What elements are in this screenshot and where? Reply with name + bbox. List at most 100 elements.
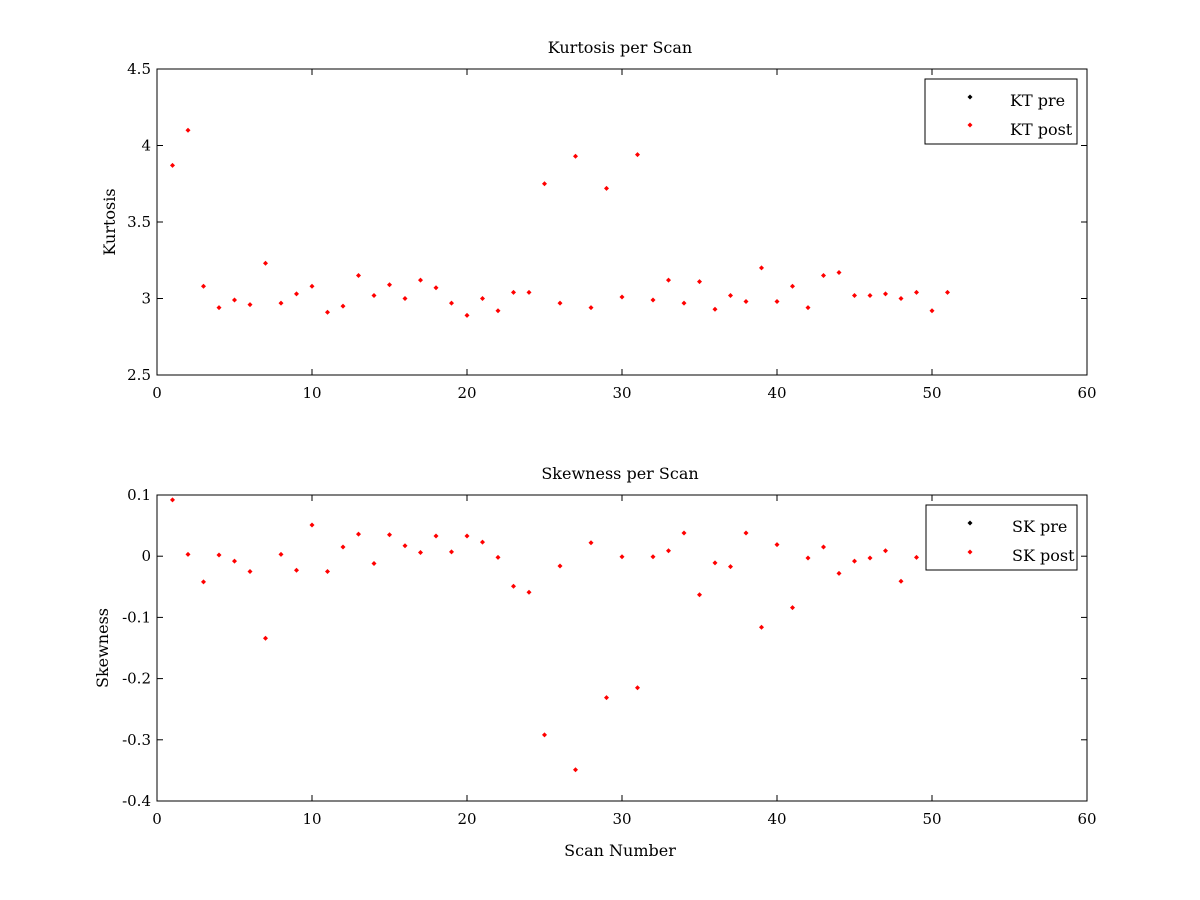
kt-post-point <box>402 296 408 301</box>
sk-post-point <box>743 530 749 536</box>
kt-post-point <box>650 297 656 303</box>
sk-post-point <box>449 549 454 555</box>
sk-post-point <box>340 544 346 550</box>
sk-post-point <box>697 592 702 598</box>
kurtosis-y-tick-label: 2.5 <box>127 366 151 384</box>
sk-post-point <box>588 540 594 546</box>
kt-post-point <box>557 300 563 306</box>
sk-post-point <box>294 567 299 573</box>
kt-post-point <box>433 285 439 291</box>
kt-post-point <box>247 302 253 308</box>
skewness-x-axis-label: Scan Number <box>564 841 676 860</box>
skewness-panel: Skewness per Scan 0 10 20 30 40 50 60 -0.4 -0.3 -… <box>93 464 1097 860</box>
sk-post-point <box>759 624 764 630</box>
sk-post-point <box>774 542 780 548</box>
skewness-x-tick-label: 50 <box>922 810 941 828</box>
skewness-x-tick-label: 40 <box>767 810 786 828</box>
kurtosis-x-tick-label: 60 <box>1077 384 1096 402</box>
skewness-x-tick-label: 20 <box>457 810 476 828</box>
skewness-x-tick-label: 60 <box>1077 810 1096 828</box>
sk-post-point <box>681 530 687 536</box>
sk-post-point <box>464 533 470 539</box>
sk-post-point <box>712 560 718 566</box>
sk-post-point <box>526 589 532 595</box>
kt-post-point <box>216 305 222 311</box>
sk-post-point <box>790 605 795 611</box>
sk-post-point <box>371 561 377 567</box>
sk-post-point <box>666 548 671 554</box>
kt-post-point <box>356 273 361 279</box>
kt-post-point <box>526 289 532 295</box>
kt-post-point <box>387 282 392 288</box>
sk-post-point <box>573 767 578 773</box>
kurtosis-legend-label-pre: KT pre <box>1010 91 1065 110</box>
sk-post-point <box>914 554 919 560</box>
kt-post-point <box>728 292 733 298</box>
kt-post-point <box>836 269 842 275</box>
skewness-y-tick-label: 0 <box>141 547 151 565</box>
sk-post-point <box>836 570 842 576</box>
sk-post-point <box>263 635 268 641</box>
kt-post-point <box>325 309 330 315</box>
sk-post-point <box>557 563 563 569</box>
skewness-x-tick-label: 30 <box>612 810 631 828</box>
skewness-chart-title: Skewness per Scan <box>541 464 698 483</box>
skewness-y-tick-label: -0.2 <box>122 670 151 688</box>
kurtosis-x-tick-label: 30 <box>612 384 631 402</box>
kurtosis-data-points <box>170 127 950 318</box>
kt-post-point <box>480 296 485 301</box>
kt-post-point <box>867 292 873 298</box>
sk-post-point <box>402 543 408 549</box>
kurtosis-y-tick-label: 3 <box>141 290 151 308</box>
kurtosis-axes: 0 10 20 30 40 50 60 2.5 3 3.5 4 4.5 <box>127 60 1096 402</box>
kurtosis-x-tick-label: 10 <box>302 384 321 402</box>
kt-post-point <box>511 289 516 295</box>
skewness-axes: 0 10 20 30 40 50 60 -0.4 -0.3 -0.2 -0.1 0 0.1 <box>122 486 1096 828</box>
kurtosis-x-tick-label: 50 <box>922 384 941 402</box>
kt-post-point <box>232 297 237 303</box>
kt-post-point <box>619 294 625 300</box>
kt-post-point <box>666 277 671 283</box>
kurtosis-legend-marker-pre <box>967 94 973 100</box>
sk-post-point <box>278 551 284 557</box>
kurtosis-y-tick-label: 4 <box>141 137 151 155</box>
kurtosis-legend-box <box>924 78 1078 145</box>
kt-post-point <box>852 292 857 298</box>
kt-post-point <box>743 299 749 305</box>
kt-post-point <box>542 181 547 187</box>
kurtosis-x-tick-label: 40 <box>767 384 786 402</box>
skewness-legend-box <box>925 504 1078 571</box>
sk-post-point <box>805 555 811 561</box>
kt-post-point <box>263 260 268 266</box>
skewness-y-tick-label: -0.1 <box>122 608 151 626</box>
skewness-y-axis-label: Skewness <box>93 608 112 688</box>
skewness-y-tick-label: -0.3 <box>122 731 151 749</box>
skewness-x-tick-label: 0 <box>152 810 162 828</box>
kurtosis-legend-marker-post <box>967 122 973 128</box>
kurtosis-y-tick-label: 3.5 <box>127 213 151 231</box>
kt-post-point <box>309 283 315 289</box>
kt-post-point <box>945 289 950 295</box>
sk-post-point <box>433 533 439 539</box>
kt-post-point <box>201 283 206 289</box>
skewness-legend-label-pre: SK pre <box>1012 517 1067 536</box>
sk-post-point <box>495 554 501 560</box>
kurtosis-y-tick-label: 4.5 <box>127 60 151 78</box>
kt-post-point <box>805 305 811 311</box>
skewness-legend: SK pre SK post <box>925 504 1078 571</box>
sk-post-point <box>852 558 857 564</box>
sk-post-point <box>728 564 733 570</box>
sk-post-point <box>867 555 873 561</box>
kt-post-point <box>774 299 780 305</box>
sk-post-point <box>635 685 640 691</box>
kurtosis-legend: KT pre KT post <box>924 78 1078 145</box>
kt-post-point <box>294 291 299 297</box>
kt-post-point <box>604 185 609 191</box>
skewness-x-tick-label: 10 <box>302 810 321 828</box>
kt-post-point <box>573 153 578 159</box>
sk-post-point <box>883 548 888 554</box>
sk-post-point <box>480 539 485 545</box>
sk-post-point <box>356 531 361 537</box>
kurtosis-y-axis-label: Kurtosis <box>100 188 119 255</box>
